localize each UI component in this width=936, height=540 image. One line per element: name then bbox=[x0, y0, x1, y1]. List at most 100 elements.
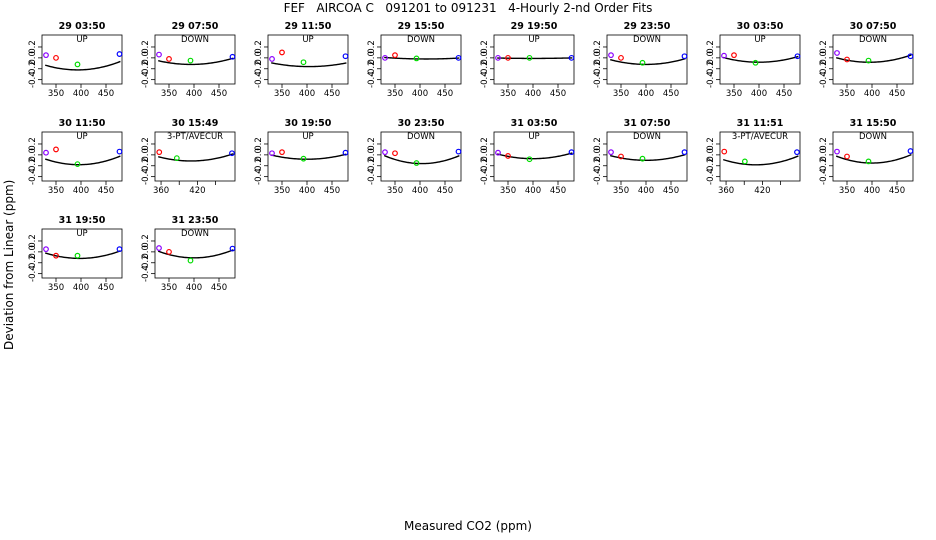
panel-9: 30 11:50 UP -0.4-0.20.00.2 350 400 450 bbox=[28, 118, 123, 196]
x-tick-label: 400 bbox=[73, 186, 89, 196]
data-point bbox=[116, 148, 123, 155]
y-tick-label: 0.0 bbox=[367, 51, 377, 65]
y-tick-label: 0.2 bbox=[480, 40, 490, 54]
data-point bbox=[53, 54, 59, 61]
y-tick-label: -0.4 bbox=[819, 71, 829, 88]
x-tick-label: 400 bbox=[525, 186, 541, 196]
panel-17: 31 19:50 UP -0.4-0.20.00.2 350 400 450 bbox=[28, 215, 123, 293]
data-point bbox=[156, 245, 162, 251]
panel-8: 30 07:50 DOWN -0.4-0.20.00.2 350 400 450 bbox=[819, 21, 914, 99]
data-point bbox=[166, 248, 172, 255]
panel-subtitle: UP bbox=[754, 35, 765, 45]
data-point bbox=[156, 51, 162, 58]
data-point bbox=[865, 57, 872, 64]
y-tick-label: 0.2 bbox=[28, 137, 38, 151]
y-tick-label: -0.2 bbox=[367, 157, 377, 174]
panel-frame bbox=[832, 131, 914, 182]
y-tick-label: -0.4 bbox=[141, 265, 151, 282]
data-point bbox=[392, 150, 398, 157]
y-tick-label: 0.0 bbox=[141, 148, 151, 162]
data-point bbox=[74, 161, 81, 168]
y-tick-label: 0.2 bbox=[141, 137, 151, 151]
data-point bbox=[618, 153, 624, 160]
x-tick-label: 400 bbox=[638, 89, 654, 99]
y-tick-label: -0.2 bbox=[141, 60, 151, 77]
data-point bbox=[505, 54, 511, 61]
data-point bbox=[865, 158, 872, 165]
fit-curve bbox=[271, 153, 347, 160]
panel-subtitle: 3-PT/AVECUR bbox=[732, 132, 788, 142]
y-tick-label: -0.2 bbox=[254, 60, 264, 77]
panel-subtitle: DOWN bbox=[407, 35, 435, 45]
panel-subtitle: DOWN bbox=[633, 35, 661, 45]
x-tick-label: 350 bbox=[48, 89, 64, 99]
panel-title: 30 03:50 bbox=[737, 21, 784, 32]
data-point bbox=[166, 56, 172, 62]
x-tick-label: 350 bbox=[387, 89, 403, 99]
fit-curve bbox=[384, 56, 460, 60]
fit-curve bbox=[610, 153, 686, 162]
x-tick-label: 350 bbox=[500, 186, 516, 196]
data-point bbox=[505, 153, 511, 159]
panel-14: 31 07:50 DOWN -0.4-0.20.00.2 350 400 450 bbox=[593, 118, 688, 196]
panel-subtitle: DOWN bbox=[181, 229, 209, 239]
y-tick-label: -0.2 bbox=[480, 157, 490, 174]
y-tick-label: 0.0 bbox=[28, 245, 38, 259]
panel-7: 30 03:50 UP -0.4-0.20.00.2 350 400 450 bbox=[706, 21, 801, 99]
y-tick-label: -0.4 bbox=[254, 168, 264, 185]
data-point bbox=[229, 245, 236, 252]
panel-frame bbox=[154, 34, 236, 85]
y-tick-label: -0.4 bbox=[28, 168, 38, 185]
data-point bbox=[300, 155, 307, 162]
chart-main-title: FEF AIRCOA C 091201 to 091231 4-Hourly 2… bbox=[283, 1, 653, 15]
data-point bbox=[834, 148, 840, 155]
fit-curve bbox=[610, 57, 686, 66]
panel-1: 29 03:50 UP -0.4-0.20.00.2 350 400 450 bbox=[28, 21, 123, 99]
data-point bbox=[526, 156, 533, 163]
data-point bbox=[608, 52, 614, 59]
x-tick-label: 350 bbox=[613, 186, 629, 196]
data-point bbox=[681, 53, 688, 60]
y-tick-label: 0.0 bbox=[141, 51, 151, 65]
data-point bbox=[43, 246, 49, 253]
data-point bbox=[173, 155, 180, 162]
data-point bbox=[342, 149, 349, 156]
panel-title: 30 15:49 bbox=[172, 118, 219, 129]
x-tick-label: 450 bbox=[889, 89, 905, 99]
y-tick-label: -0.4 bbox=[367, 71, 377, 88]
x-tick-label: 350 bbox=[274, 89, 290, 99]
data-point bbox=[618, 54, 624, 61]
y-tick-label: 0.0 bbox=[141, 245, 151, 259]
y-tick-label: -0.2 bbox=[141, 254, 151, 271]
x-tick-label: 450 bbox=[776, 89, 792, 99]
data-point bbox=[413, 55, 420, 62]
y-tick-label: -0.4 bbox=[480, 71, 490, 88]
x-tick-label: 420 bbox=[754, 186, 770, 196]
x-tick-label: 350 bbox=[387, 186, 403, 196]
panel-title: 31 07:50 bbox=[624, 118, 671, 129]
fit-curve bbox=[722, 155, 799, 166]
data-point bbox=[526, 54, 533, 61]
y-tick-label: 0.0 bbox=[254, 148, 264, 162]
y-tick-label: 0.2 bbox=[593, 40, 603, 54]
x-tick-label: 450 bbox=[98, 186, 114, 196]
data-point bbox=[392, 52, 398, 59]
panel-title: 31 15:50 bbox=[850, 118, 897, 129]
data-point bbox=[43, 52, 49, 59]
x-tick-label: 450 bbox=[889, 186, 905, 196]
x-tick-label: 400 bbox=[299, 186, 315, 196]
y-tick-label: -0.2 bbox=[819, 60, 829, 77]
y-tick-label: 0.0 bbox=[819, 51, 829, 65]
data-point bbox=[794, 53, 801, 60]
x-tick-label: 400 bbox=[638, 186, 654, 196]
data-point bbox=[116, 51, 123, 57]
panel-frame bbox=[493, 34, 575, 85]
panel-title: 29 15:50 bbox=[398, 21, 445, 32]
panel-subtitle: UP bbox=[302, 35, 313, 45]
data-point bbox=[681, 149, 688, 156]
y-tick-label: 0.0 bbox=[593, 148, 603, 162]
y-tick-label: 0.2 bbox=[819, 40, 829, 54]
fit-curve bbox=[45, 60, 121, 71]
x-tick-label: 450 bbox=[550, 186, 566, 196]
y-tick-label: -0.2 bbox=[480, 60, 490, 77]
